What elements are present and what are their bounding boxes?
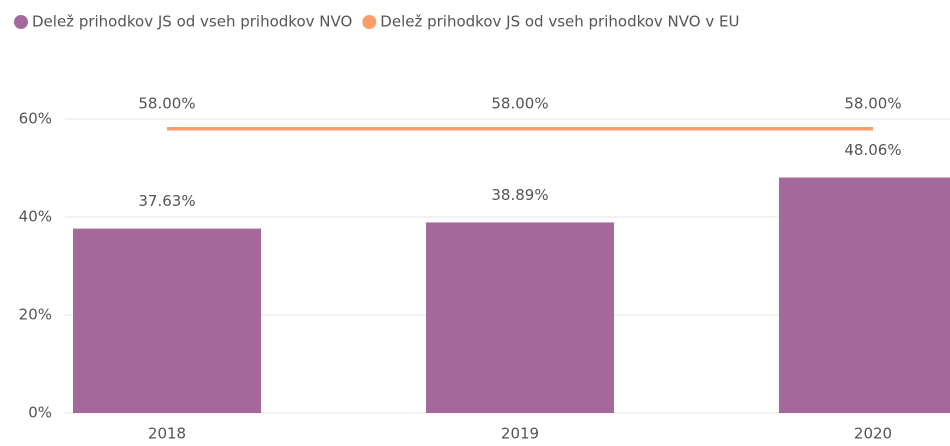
bar — [426, 222, 614, 413]
x-tick-label: 2020 — [854, 425, 892, 443]
y-tick-label: 20% — [19, 306, 52, 324]
y-tick-label: 0% — [28, 404, 52, 422]
data-label: 58.00% — [844, 94, 901, 112]
bar — [73, 228, 261, 413]
data-label: 58.00% — [138, 94, 195, 112]
y-tick-label: 60% — [19, 110, 52, 128]
x-tick-label: 2018 — [148, 425, 186, 443]
data-label: 37.63% — [138, 192, 195, 210]
legend-marker — [14, 15, 28, 29]
data-label: 48.06% — [844, 141, 901, 159]
data-label: 58.00% — [491, 94, 548, 112]
bar — [779, 177, 950, 413]
data-label: 38.89% — [491, 186, 548, 204]
y-tick-label: 40% — [19, 208, 52, 226]
x-tick-label: 2019 — [501, 425, 539, 443]
legend-label: Delež prihodkov JS od vseh prihodkov NVO — [32, 13, 352, 31]
legend-marker — [362, 15, 377, 29]
legend-label: Delež prihodkov JS od vseh prihodkov NVO… — [380, 13, 739, 31]
